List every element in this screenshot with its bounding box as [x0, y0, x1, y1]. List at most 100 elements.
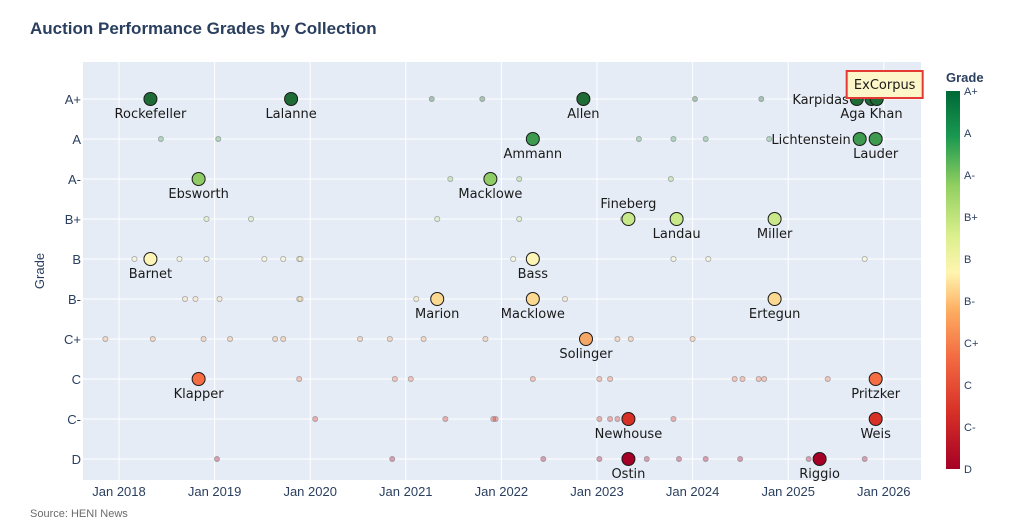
minor-point-70[interactable] — [213, 455, 220, 462]
minor-point-16[interactable] — [434, 215, 441, 222]
minor-point-54[interactable] — [529, 375, 536, 382]
minor-point-72[interactable] — [540, 455, 547, 462]
minor-point-25[interactable] — [297, 255, 304, 262]
minor-point-1[interactable] — [215, 135, 222, 142]
point-weis-23[interactable] — [868, 412, 883, 426]
minor-point-65[interactable] — [492, 415, 499, 422]
minor-point-30[interactable] — [182, 295, 189, 302]
minor-point-45[interactable] — [386, 335, 393, 342]
minor-point-20[interactable] — [176, 255, 183, 262]
minor-point-61[interactable] — [824, 375, 831, 382]
point-label-pritzker-21: Pritzker — [851, 387, 901, 402]
point-pritzker-21[interactable] — [868, 372, 883, 386]
minor-point-75[interactable] — [675, 455, 682, 462]
point-ertegun-18[interactable] — [767, 292, 782, 306]
minor-point-38[interactable] — [102, 335, 109, 342]
point-solinger-19[interactable] — [578, 332, 593, 346]
minor-point-22[interactable] — [261, 255, 268, 262]
minor-point-66[interactable] — [596, 415, 603, 422]
minor-point-67[interactable] — [607, 415, 614, 422]
minor-point-29[interactable] — [861, 255, 868, 262]
colorbar-tick-cminus: C- — [964, 422, 976, 434]
minor-point-69[interactable] — [670, 415, 677, 422]
minor-point-26[interactable] — [510, 255, 517, 262]
point-marion-16[interactable] — [430, 292, 445, 306]
minor-point-59[interactable] — [755, 375, 762, 382]
minor-point-12[interactable] — [516, 175, 523, 182]
point-lauder-8[interactable] — [868, 132, 883, 146]
point-macklowe-10[interactable] — [483, 172, 498, 186]
minor-point-78[interactable] — [805, 455, 812, 462]
minor-point-53[interactable] — [407, 375, 414, 382]
minor-point-62[interactable] — [312, 415, 319, 422]
point-landau-12[interactable] — [669, 212, 684, 226]
point-barnet-14[interactable] — [143, 252, 158, 266]
minor-point-3[interactable] — [670, 135, 677, 142]
minor-point-50[interactable] — [689, 335, 696, 342]
minor-point-23[interactable] — [280, 255, 287, 262]
minor-point-14[interactable] — [203, 215, 210, 222]
minor-point-74[interactable] — [643, 455, 650, 462]
minor-point-51[interactable] — [296, 375, 303, 382]
minor-point-47[interactable] — [482, 335, 489, 342]
minor-point-79[interactable] — [861, 455, 868, 462]
point-ammann-6[interactable] — [525, 132, 540, 146]
minor-point-13[interactable] — [667, 175, 674, 182]
minor-point-36[interactable] — [562, 295, 569, 302]
minor-point-73[interactable] — [596, 455, 603, 462]
minor-point-31[interactable] — [192, 295, 199, 302]
minor-point-19[interactable] — [131, 255, 138, 262]
minor-point-10[interactable] — [447, 175, 454, 182]
colorbar-tick-c: C — [964, 380, 972, 392]
minor-point-32[interactable] — [216, 295, 223, 302]
minor-point-68[interactable] — [614, 415, 621, 422]
point-ostin-24[interactable] — [621, 452, 636, 466]
point-allen-2[interactable] — [576, 92, 591, 106]
minor-point-71[interactable] — [389, 455, 396, 462]
minor-point-17[interactable] — [516, 215, 523, 222]
minor-point-6[interactable] — [428, 96, 435, 103]
point-bass-15[interactable] — [525, 252, 540, 266]
minor-point-7[interactable] — [479, 96, 486, 103]
minor-point-43[interactable] — [280, 335, 287, 342]
minor-point-21[interactable] — [203, 255, 210, 262]
minor-point-2[interactable] — [635, 135, 642, 142]
minor-point-46[interactable] — [420, 335, 427, 342]
point-ebsworth-9[interactable] — [191, 172, 206, 186]
minor-point-49[interactable] — [627, 335, 634, 342]
point-miller-13[interactable] — [767, 212, 782, 226]
minor-point-58[interactable] — [739, 375, 746, 382]
minor-point-42[interactable] — [272, 335, 279, 342]
minor-point-40[interactable] — [200, 335, 207, 342]
minor-point-48[interactable] — [614, 335, 621, 342]
minor-point-35[interactable] — [413, 295, 420, 302]
minor-point-56[interactable] — [607, 375, 614, 382]
point-lichtenstein-7[interactable] — [852, 132, 867, 146]
minor-point-41[interactable] — [227, 335, 234, 342]
minor-point-76[interactable] — [702, 455, 709, 462]
point-klapper-20[interactable] — [191, 372, 206, 386]
minor-point-57[interactable] — [731, 375, 738, 382]
minor-point-8[interactable] — [691, 96, 698, 103]
minor-point-44[interactable] — [357, 335, 364, 342]
point-newhouse-22[interactable] — [621, 412, 636, 426]
minor-point-77[interactable] — [737, 455, 744, 462]
minor-point-15[interactable] — [248, 215, 255, 222]
minor-point-55[interactable] — [596, 375, 603, 382]
minor-point-4[interactable] — [702, 135, 709, 142]
point-fineberg-11[interactable] — [621, 212, 636, 226]
point-riggio-25[interactable] — [812, 452, 827, 466]
minor-point-28[interactable] — [705, 255, 712, 262]
minor-point-34[interactable] — [297, 295, 304, 302]
minor-point-52[interactable] — [391, 375, 398, 382]
point-rockefeller-0[interactable] — [143, 92, 158, 106]
minor-point-39[interactable] — [149, 335, 156, 342]
point-macklowe-17[interactable] — [525, 292, 540, 306]
point-lalanne-1[interactable] — [284, 92, 299, 106]
minor-point-63[interactable] — [442, 415, 449, 422]
minor-point-60[interactable] — [761, 375, 768, 382]
minor-point-27[interactable] — [670, 255, 677, 262]
minor-point-0[interactable] — [157, 135, 164, 142]
minor-point-5[interactable] — [766, 135, 773, 142]
minor-point-9[interactable] — [758, 96, 765, 103]
